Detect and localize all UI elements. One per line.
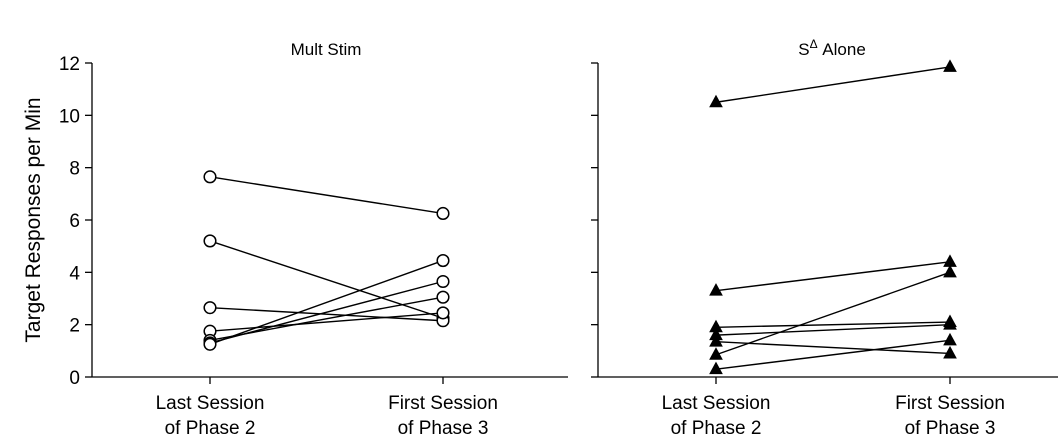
x-tick-label: Last Session: [662, 393, 771, 414]
series-line: [209, 312, 444, 332]
y-tick-label: 12: [59, 54, 80, 75]
data-point: [436, 290, 450, 304]
data-point: [436, 206, 450, 221]
panel-mult-stim: 0 2 4 6 8 10 12 Last Session of Phase 2 First Ses…: [59, 40, 568, 439]
x-tick-label: First Session: [895, 393, 1005, 414]
data-point: [943, 59, 957, 72]
series-line: [209, 240, 444, 319]
series-line: [209, 280, 444, 344]
panel-title: Mult Stim: [291, 40, 362, 59]
x-tick-label: of Phase 3: [905, 418, 996, 439]
x-tick-label: of Phase 2: [671, 418, 762, 439]
data-point: [203, 337, 217, 351]
y-tick-label: 0: [69, 368, 80, 389]
x-tick-label: First Session: [388, 393, 498, 414]
panel-s-delta-alone: Last Session of Phase 2 First Session of Ph…: [591, 37, 1058, 439]
x-tick-label: of Phase 2: [165, 418, 256, 439]
series-line: [715, 66, 951, 103]
data-point: [436, 306, 450, 320]
y-tick-label: 4: [69, 263, 80, 284]
y-axis-label: Target Responses per Min: [22, 97, 45, 342]
series-line: [209, 306, 444, 322]
data-point: [709, 361, 723, 375]
data-point: [203, 170, 217, 184]
series-line: [209, 259, 444, 345]
data-point: [709, 334, 723, 347]
series-line: [715, 321, 951, 328]
data-point: [709, 283, 723, 296]
panel-title: SΔ Alone: [798, 37, 866, 59]
data-point: [436, 254, 450, 268]
data-point: [203, 301, 217, 315]
y-tick-label: 10: [59, 106, 80, 127]
data-point: [943, 332, 957, 346]
data-point: [709, 347, 723, 360]
series-line: [715, 323, 951, 336]
data-point: [709, 94, 723, 108]
x-tick-label: Last Session: [156, 393, 265, 414]
data-point: [436, 274, 450, 289]
y-tick-label: 2: [69, 316, 80, 337]
data-point: [943, 345, 957, 359]
series-line: [209, 176, 444, 215]
data-point: [943, 254, 957, 267]
series-line: [715, 261, 951, 292]
y-tick-label: 6: [69, 211, 80, 232]
data-point: [943, 264, 957, 278]
series-line: [715, 340, 951, 355]
data-point: [203, 234, 217, 248]
series-line: [715, 271, 951, 356]
data-point: [943, 317, 957, 330]
y-tick-label: 8: [69, 159, 80, 180]
series-line: [715, 339, 951, 370]
x-tick-label: of Phase 3: [398, 418, 489, 439]
